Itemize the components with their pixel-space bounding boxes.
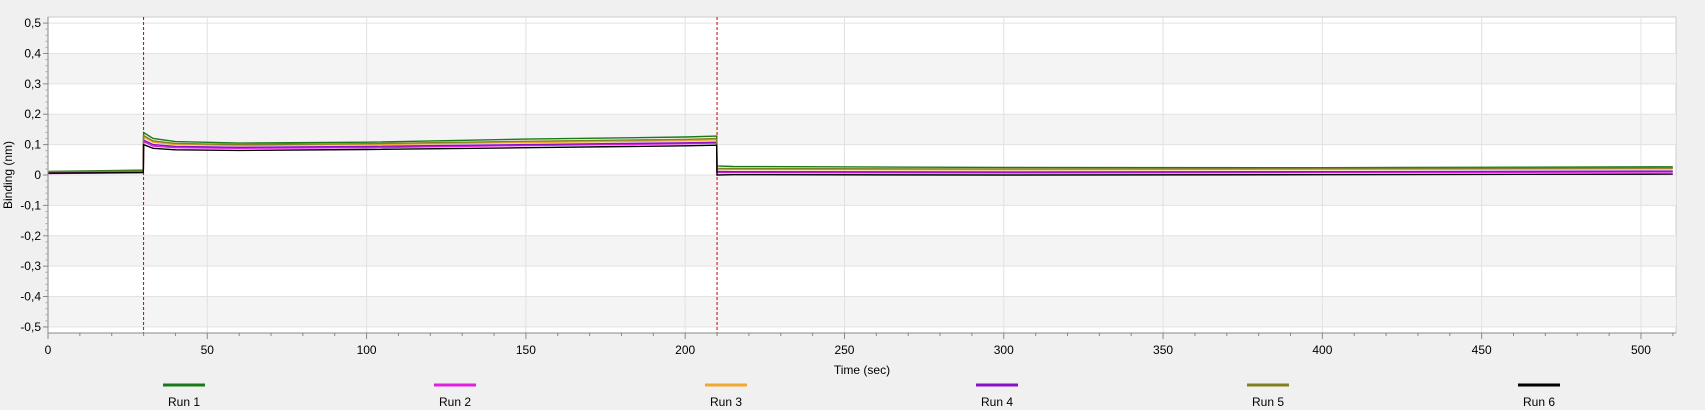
- x-axis-title: Time (sec): [834, 363, 890, 377]
- legend-label: Run 3: [710, 395, 742, 409]
- series-line-run-5: [47, 134, 1673, 173]
- x-tick-label: 50: [201, 343, 215, 357]
- x-tick-label: 300: [994, 343, 1014, 357]
- x-axis: 0 50 100 150 200 250 300 350 400 450 500: [45, 332, 1676, 357]
- y-tick-label: 0,5: [24, 16, 41, 30]
- grid-band: [48, 235, 1676, 267]
- legend-label: Run 1: [168, 395, 200, 409]
- x-tick-label: 450: [1472, 343, 1492, 357]
- series-line-run-1: [47, 131, 1673, 173]
- legend-label: Run 4: [981, 395, 1013, 409]
- legend: Run 1 Run 2 Run 3 Run 4 Run 5 Run 6: [163, 383, 1560, 409]
- x-tick-label: 250: [834, 343, 854, 357]
- y-tick-label: 0,4: [24, 46, 41, 60]
- y-tick-label: -0,2: [20, 229, 41, 243]
- y-tick-label: 0,3: [24, 77, 41, 91]
- y-tick-label: -0,1: [20, 198, 41, 212]
- series-line-run-4: [47, 138, 1673, 174]
- series-lines: [47, 131, 1673, 176]
- x-tick-label: 200: [675, 343, 695, 357]
- legend-label: Run 6: [1523, 395, 1555, 409]
- grid-band: [48, 296, 1676, 327]
- y-axis-title: Binding (nm): [1, 141, 15, 209]
- x-tick-label: 0: [45, 343, 52, 357]
- legend-label: Run 2: [439, 395, 471, 409]
- series-line-run-2: [47, 140, 1673, 175]
- series-line-run-3: [47, 135, 1673, 173]
- y-tick-label: 0: [34, 168, 41, 182]
- y-axis: 0,5 0,4 0,3 0,2 0,1 0 -0,1 -0,2 -0,3 -0,4 -0,5: [20, 16, 49, 334]
- x-tick-label: 400: [1312, 343, 1332, 357]
- grid-band: [48, 114, 1676, 145]
- x-tick-label: 500: [1631, 343, 1651, 357]
- y-tick-label: -0,3: [20, 259, 41, 273]
- alternating-bands: [48, 53, 1676, 327]
- series-line-run-6: [47, 143, 1673, 176]
- x-tick-label: 350: [1153, 343, 1173, 357]
- grid-lines: [47, 17, 1676, 333]
- y-tick-label: -0,5: [20, 320, 41, 334]
- x-tick-label: 100: [357, 343, 377, 357]
- y-tick-label: 0,2: [24, 107, 41, 121]
- x-tick-label: 150: [516, 343, 536, 357]
- y-tick-label: 0,1: [24, 138, 41, 152]
- legend-label: Run 5: [1252, 395, 1284, 409]
- grid-band: [48, 175, 1676, 206]
- y-tick-label: -0,4: [20, 290, 41, 304]
- grid-band: [48, 53, 1676, 84]
